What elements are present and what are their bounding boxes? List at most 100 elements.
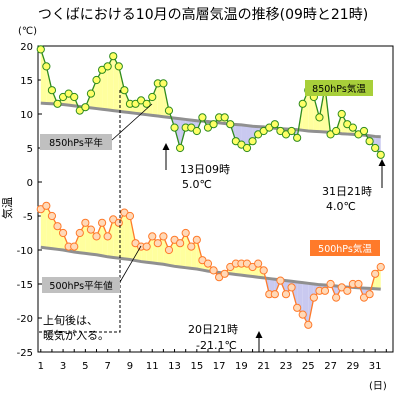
point-850 bbox=[70, 92, 79, 102]
x-tick-label: 7 bbox=[104, 361, 110, 372]
plot-frame bbox=[37, 45, 394, 353]
point-850 bbox=[220, 113, 229, 122]
point-850 bbox=[371, 143, 380, 153]
legend-850-normal-label: 850hPs平年 bbox=[49, 137, 103, 149]
point-500 bbox=[176, 239, 185, 248]
point-850 bbox=[36, 45, 45, 54]
point-850 bbox=[86, 89, 96, 98]
x-tick-label: 23 bbox=[280, 361, 293, 372]
early-note-line1: 上旬後は、 bbox=[43, 313, 98, 327]
x-tick-label: 11 bbox=[146, 361, 159, 372]
point-850 bbox=[81, 103, 90, 112]
point-500 bbox=[58, 228, 68, 238]
series-500-warm-fill bbox=[102, 222, 108, 257]
point-500 bbox=[371, 269, 380, 278]
series-850-warm-fill bbox=[302, 90, 309, 131]
y-tick-label: -25 bbox=[17, 348, 33, 359]
x-tick-label: 17 bbox=[213, 361, 226, 372]
point-850 bbox=[298, 99, 307, 108]
y-axis-label: 気温 bbox=[0, 197, 14, 219]
point-500 bbox=[164, 245, 174, 255]
point-500 bbox=[97, 218, 107, 227]
y-tick-label: 5 bbox=[27, 144, 33, 155]
point-500 bbox=[259, 266, 268, 275]
point-500 bbox=[53, 222, 62, 231]
x-tick-label: 9 bbox=[127, 361, 133, 372]
point-850 bbox=[42, 62, 51, 71]
annotation-20th-value: -21.1℃ bbox=[196, 339, 237, 352]
point-500 bbox=[343, 286, 352, 295]
legend-500-temp: 500hPs気温 bbox=[310, 240, 380, 256]
point-850 bbox=[142, 99, 151, 108]
point-850 bbox=[192, 126, 201, 136]
point-500 bbox=[159, 232, 168, 241]
point-500 bbox=[220, 269, 229, 278]
series-850-warm-fill bbox=[102, 66, 108, 110]
early-note-line2: 暖気が入る。 bbox=[43, 328, 109, 342]
point-850 bbox=[114, 62, 123, 71]
chart-title: つくばにおける10月の高層気温の推移(09時と21時) bbox=[38, 6, 368, 23]
y-tick-label: -20 bbox=[17, 314, 33, 325]
x-unit: (日) bbox=[369, 381, 387, 392]
point-500 bbox=[270, 290, 279, 299]
x-tick-label: 31 bbox=[369, 361, 382, 372]
point-500 bbox=[148, 232, 157, 241]
point-500 bbox=[332, 293, 341, 302]
early-month-note: 上旬後は、 暖気が入る。 bbox=[38, 90, 121, 342]
legend-500-temp-label: 500hPs気温 bbox=[318, 243, 372, 255]
series-500-warm-fill bbox=[124, 212, 130, 260]
legend-850-normal: 850hPs平年 bbox=[40, 134, 112, 150]
y-tick-label: -15 bbox=[17, 280, 33, 291]
annotation-31st-date: 31日21時 bbox=[322, 185, 372, 198]
point-850 bbox=[359, 126, 369, 136]
series-500-warm-fill bbox=[141, 246, 147, 263]
annotation-13th-value: 5.0℃ bbox=[182, 178, 212, 191]
point-850 bbox=[226, 120, 235, 129]
point-500 bbox=[81, 218, 90, 227]
point-850 bbox=[109, 52, 118, 61]
x-tick-label: 19 bbox=[235, 361, 248, 372]
point-500 bbox=[92, 232, 101, 241]
point-850 bbox=[164, 106, 174, 115]
point-500 bbox=[320, 286, 330, 295]
point-500 bbox=[326, 279, 335, 289]
point-850 bbox=[159, 79, 168, 88]
annotation-20th-date: 20日21時 bbox=[188, 323, 238, 336]
point-500 bbox=[192, 235, 201, 244]
annotation-13th: 13日09時 5.0℃ bbox=[162, 143, 230, 191]
series-500-warm-fill bbox=[113, 219, 119, 259]
point-500 bbox=[254, 259, 263, 268]
point-850 bbox=[270, 120, 279, 129]
series-850-warm-fill bbox=[46, 66, 52, 104]
point-500 bbox=[287, 283, 296, 292]
y-tick-label: 15 bbox=[20, 76, 33, 87]
point-500 bbox=[354, 279, 363, 289]
point-500 bbox=[47, 211, 57, 221]
point-500 bbox=[153, 239, 162, 248]
point-500 bbox=[209, 266, 218, 275]
legend-500-normal: 500hPs平年値 bbox=[42, 277, 120, 293]
point-850 bbox=[47, 86, 57, 95]
point-850 bbox=[315, 113, 324, 122]
point-500 bbox=[376, 262, 385, 272]
x-tick-label: 27 bbox=[324, 361, 337, 372]
series-500-warm-fill bbox=[185, 233, 192, 269]
point-850 bbox=[209, 120, 218, 129]
point-500 bbox=[103, 232, 112, 241]
point-500 bbox=[142, 242, 151, 251]
point-850 bbox=[120, 86, 129, 95]
point-850 bbox=[293, 133, 302, 142]
point-500 bbox=[181, 228, 190, 238]
legend-500-normal-label: 500hPs平年値 bbox=[49, 280, 113, 292]
series-500-warm-fill bbox=[79, 222, 86, 254]
point-850 bbox=[170, 123, 179, 132]
point-850 bbox=[92, 75, 101, 85]
point-850 bbox=[103, 62, 112, 71]
x-tick-label: 25 bbox=[302, 361, 315, 372]
point-500 bbox=[42, 201, 51, 210]
series-500-warm-fill bbox=[129, 216, 136, 261]
point-500 bbox=[298, 310, 307, 319]
y-tick-label: -5 bbox=[23, 212, 33, 223]
point-500 bbox=[276, 276, 285, 285]
